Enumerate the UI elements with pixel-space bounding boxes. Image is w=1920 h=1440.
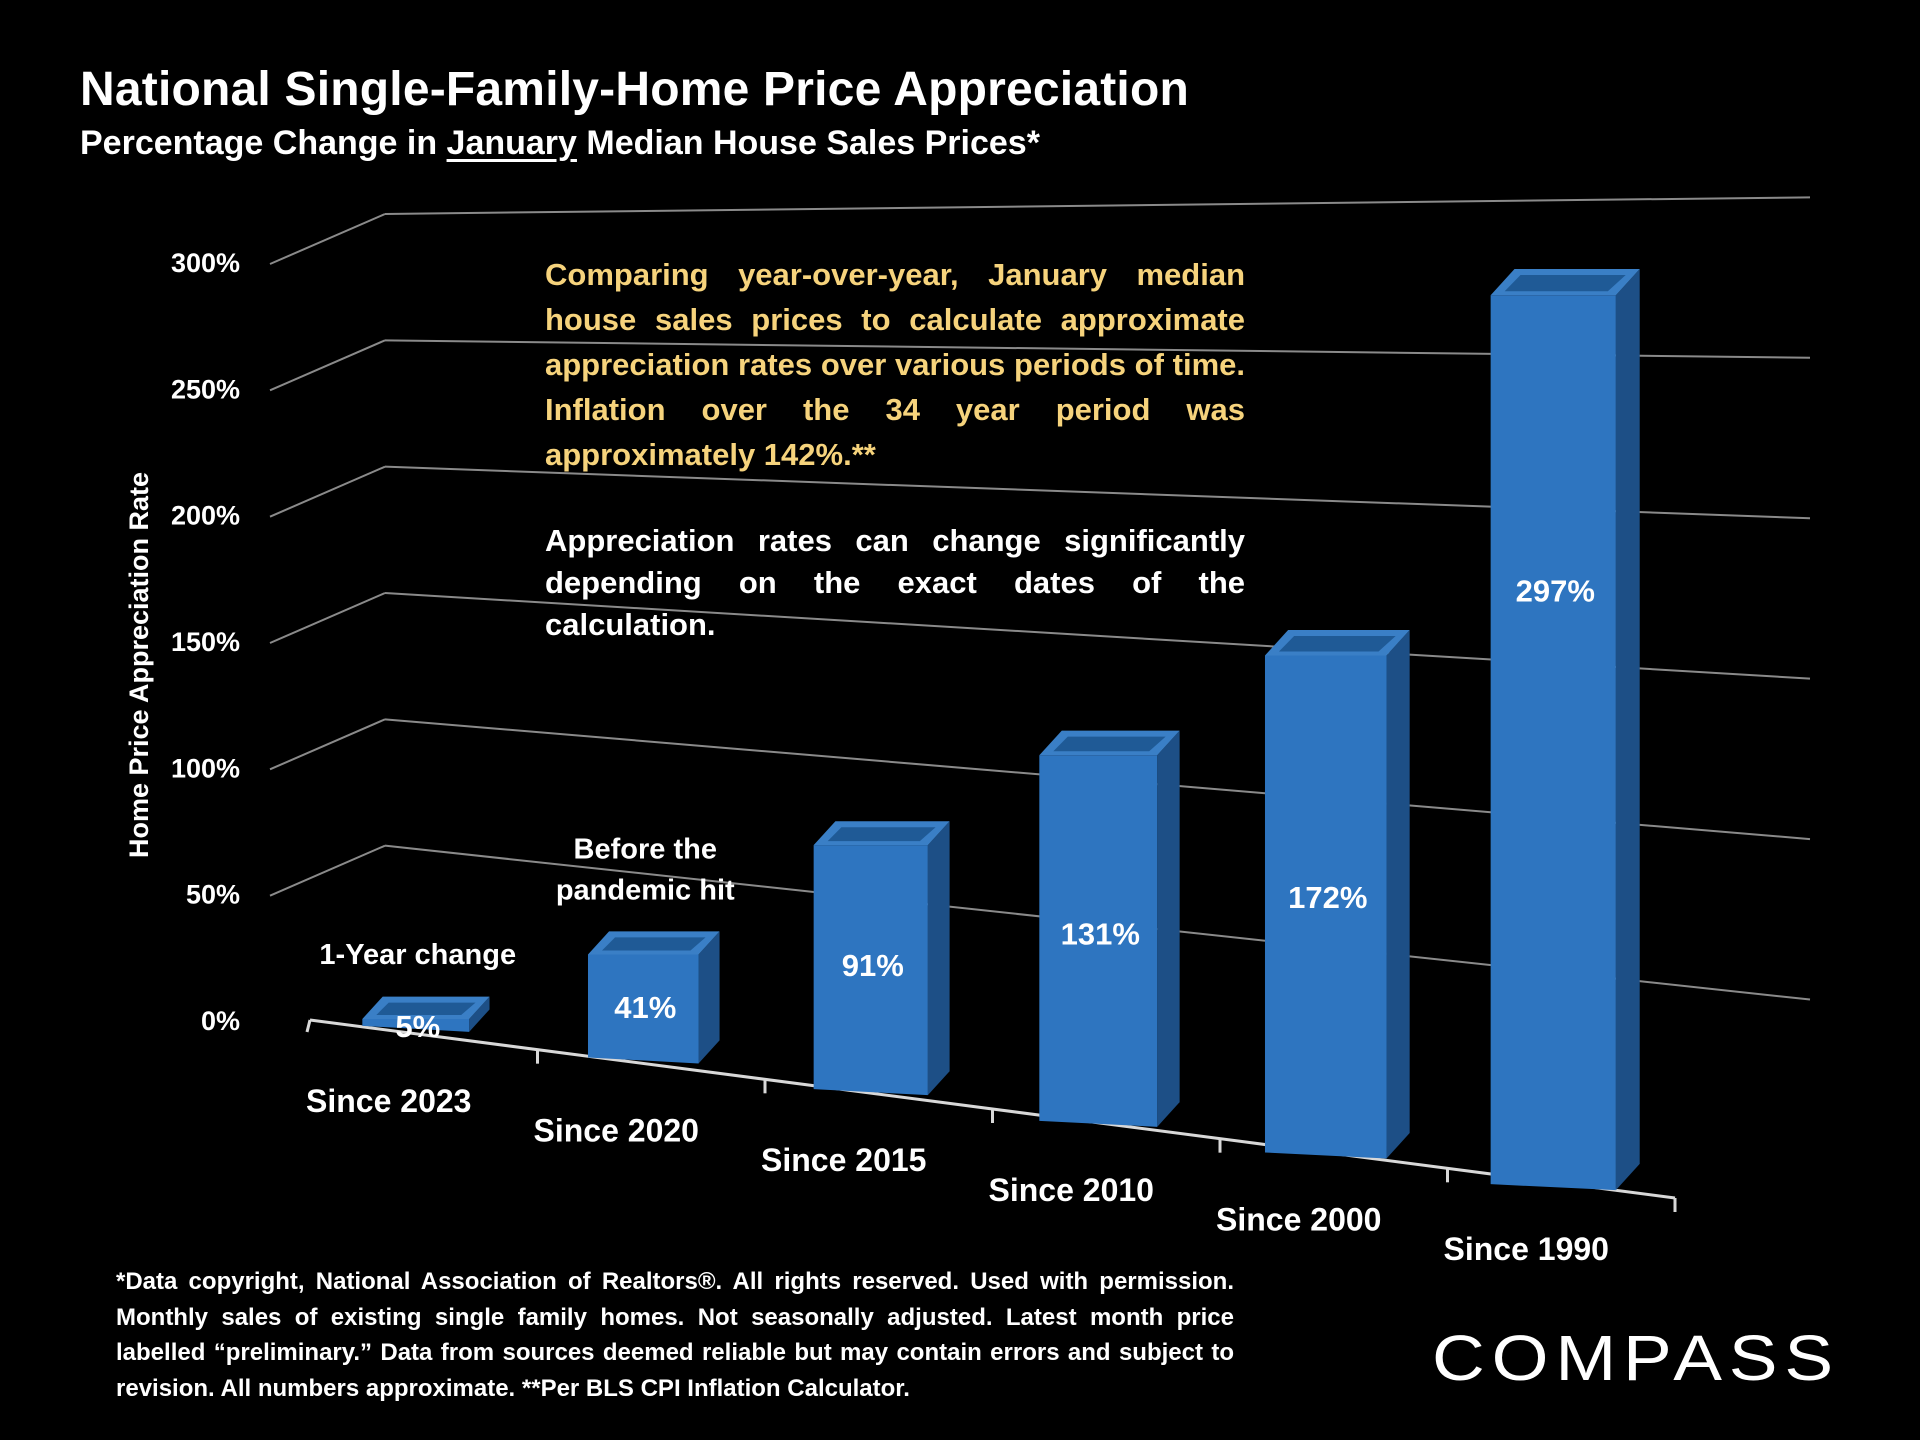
bar bbox=[1490, 269, 1640, 1191]
data-label: 172% bbox=[1288, 880, 1367, 915]
x-tick-label: Since 1990 bbox=[1444, 1231, 1609, 1267]
data-label: 91% bbox=[842, 948, 904, 983]
y-axis-title: Home Price Appreciation Rate bbox=[124, 472, 154, 858]
bar-side bbox=[927, 821, 950, 1096]
subtitle-emphasis: January bbox=[446, 124, 577, 162]
chart-subtitle: Percentage Change in January Median Hous… bbox=[80, 124, 1040, 163]
bar-side bbox=[1386, 630, 1410, 1159]
x-tick-label: Since 2010 bbox=[989, 1172, 1154, 1208]
gridline bbox=[384, 196, 1811, 215]
bar bbox=[1039, 730, 1180, 1127]
grid-wall-line bbox=[269, 213, 386, 265]
annotation-text: 1-Year change bbox=[319, 939, 516, 971]
y-tick-label: 100% bbox=[171, 753, 240, 783]
bar-front bbox=[587, 954, 699, 1064]
data-label: 5% bbox=[395, 1009, 440, 1044]
grid-wall-line bbox=[269, 465, 386, 518]
bar-side bbox=[1157, 730, 1180, 1127]
grid-wall-line bbox=[269, 339, 386, 392]
bars bbox=[362, 269, 1640, 1191]
x-axis-tick bbox=[305, 1019, 312, 1033]
annotation-text: Before the bbox=[574, 833, 717, 865]
grid-wall-line bbox=[269, 844, 386, 897]
y-tick-label: 0% bbox=[201, 1006, 240, 1036]
x-tick-label: Since 2020 bbox=[534, 1113, 699, 1149]
labels: 0% 50% 100% 150% 200% 250% 300% Home Price Appr… bbox=[124, 248, 1609, 1267]
axes bbox=[305, 1018, 1677, 1212]
y-tick-label: 200% bbox=[171, 501, 240, 531]
explanation-note: Comparing year-over-year, January median… bbox=[545, 257, 1245, 472]
bar-front bbox=[813, 845, 928, 1096]
bar bbox=[813, 821, 950, 1096]
bar bbox=[1264, 630, 1410, 1159]
bar-top-inner bbox=[1504, 275, 1626, 292]
x-tick-label: Since 2015 bbox=[761, 1142, 926, 1178]
compass-logo: COMPASS bbox=[1432, 1322, 1840, 1392]
y-tick-label: 150% bbox=[171, 627, 240, 657]
bar-top-inner bbox=[1053, 736, 1166, 752]
bar-side bbox=[469, 996, 490, 1032]
data-label: 131% bbox=[1061, 917, 1140, 952]
bar-front bbox=[1490, 295, 1616, 1191]
bar-top-inner bbox=[827, 827, 936, 842]
bar bbox=[362, 996, 490, 1032]
footnote: *Data copyright, National Association of… bbox=[116, 1268, 1234, 1402]
caveat-note: Appreciation rates can change significan… bbox=[545, 523, 1245, 642]
subtitle-suffix: Median House Sales Prices* bbox=[576, 124, 1040, 162]
x-tick-label: Since 2023 bbox=[306, 1083, 471, 1119]
bar-top-inner bbox=[376, 1002, 476, 1015]
subtitle-prefix: Percentage Change in bbox=[80, 124, 447, 162]
chart-title: National Single-Family-Home Price Apprec… bbox=[80, 63, 1189, 116]
bar-front bbox=[362, 1018, 470, 1032]
bar-front bbox=[1264, 655, 1387, 1159]
annotation-text: pandemic hit bbox=[556, 874, 735, 906]
logo-text: COMPASS bbox=[1432, 1322, 1840, 1392]
bar-top-inner bbox=[601, 937, 706, 951]
bar-top-inner bbox=[1278, 636, 1396, 652]
y-tick-label: 250% bbox=[171, 374, 240, 404]
data-label: 297% bbox=[1516, 574, 1595, 609]
data-label: 41% bbox=[614, 990, 676, 1025]
x-tick-label: Since 2000 bbox=[1216, 1202, 1381, 1238]
bar bbox=[587, 931, 720, 1064]
y-tick-label: 300% bbox=[171, 248, 240, 278]
bar-front bbox=[1039, 755, 1158, 1127]
bar-side bbox=[1615, 269, 1640, 1191]
y-tick-label: 50% bbox=[186, 880, 240, 910]
bar-side bbox=[698, 931, 720, 1064]
grid-wall-line bbox=[269, 592, 386, 644]
grid-wall-line bbox=[269, 718, 386, 771]
